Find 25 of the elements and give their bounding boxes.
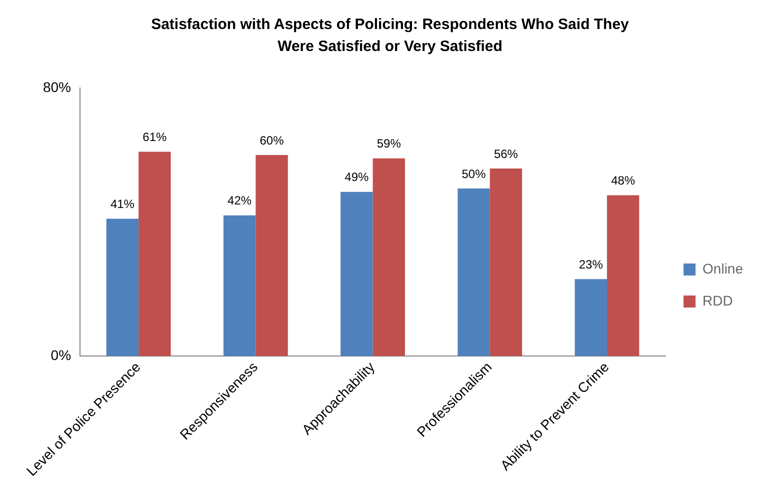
legend-label: RDD xyxy=(702,292,733,308)
data-label: 42% xyxy=(228,194,252,208)
data-label: 56% xyxy=(494,146,518,161)
data-label: 41% xyxy=(110,197,135,212)
data-label: 60% xyxy=(260,133,284,148)
data-label: 59% xyxy=(376,136,402,151)
bar xyxy=(138,152,171,356)
bar xyxy=(606,195,640,356)
legend-label: Online xyxy=(702,260,744,276)
bar xyxy=(340,192,373,356)
y-tick-label: 0% xyxy=(50,347,72,364)
bar xyxy=(490,168,522,356)
y-tick-label: 80% xyxy=(42,78,72,95)
data-label: 49% xyxy=(344,170,370,184)
bar xyxy=(372,158,405,356)
data-label: 61% xyxy=(142,130,168,144)
data-label: 48% xyxy=(611,174,636,188)
bar xyxy=(106,218,139,356)
bar xyxy=(458,188,490,356)
data-label: 50% xyxy=(462,166,486,181)
data-label: 23% xyxy=(578,257,604,272)
bar xyxy=(256,155,288,356)
chart-title: Satisfaction with Aspects of Policing: Respondents Who Said They Were Satisfied or Very Satisfied xyxy=(150,15,630,57)
bar xyxy=(223,215,256,356)
bar xyxy=(574,279,607,356)
